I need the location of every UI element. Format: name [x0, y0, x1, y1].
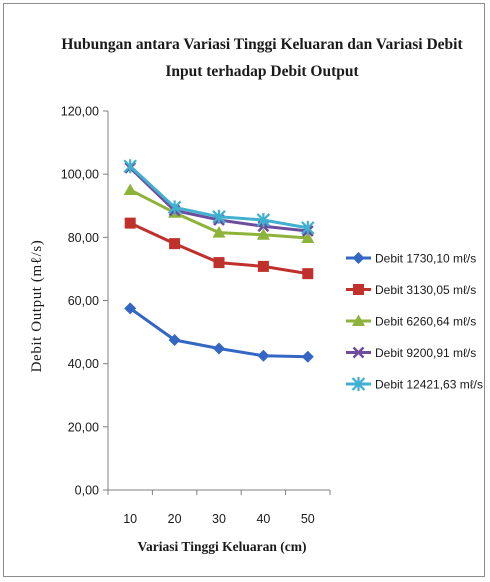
legend-marker: [352, 346, 365, 359]
legend-label: Debit 6260,64 mℓ/s: [375, 315, 476, 329]
y-tick-label: 40,00: [68, 357, 99, 371]
y-tick-label: 80,00: [68, 231, 99, 245]
legend-item: Debit 3130,05 mℓ/s: [346, 283, 476, 297]
chart-title-line-1: Hubungan antara Variasi Tinggi Keluaran …: [61, 36, 463, 53]
x-axis-title: Variasi Tinggi Keluaran (cm): [138, 539, 307, 554]
legend-label: Debit 12421,63 mℓ/s: [375, 378, 483, 392]
series-2: [124, 217, 314, 280]
legend-item: Debit 6260,64 mℓ/s: [346, 314, 476, 329]
data-point: [123, 183, 137, 195]
x-tick-label: 30: [212, 512, 226, 526]
data-point: [301, 350, 314, 363]
legend-marker: [351, 377, 366, 391]
data-point: [301, 220, 315, 235]
data-point: [167, 200, 182, 215]
y-tick-label: 60,00: [68, 294, 99, 308]
legend-marker: [353, 284, 364, 295]
chart-title-line-2: Input terhadap Debit Output: [165, 63, 359, 80]
x-tick-label: 20: [168, 512, 182, 526]
legend-marker: [352, 252, 365, 264]
y-axis-title: Debit Output (mℓ/s): [29, 240, 45, 373]
legend-item: Debit 9200,91 mℓ/s: [346, 346, 476, 360]
y-tick-label: 20,00: [68, 420, 99, 434]
y-tick-label: 120,00: [61, 105, 99, 119]
x-tick-label: 40: [256, 512, 270, 526]
y-tick-label: 100,00: [61, 168, 99, 182]
y-tick-label: 0,00: [75, 484, 99, 498]
series-1: [124, 302, 314, 363]
chart-frame: [3, 3, 485, 577]
legend-item: Debit 1730,10 mℓ/s: [346, 252, 476, 266]
data-point: [256, 212, 271, 227]
data-point: [301, 231, 315, 243]
data-point: [212, 226, 226, 238]
data-point: [124, 217, 136, 229]
data-point: [168, 333, 181, 346]
data-point: [257, 260, 269, 272]
legend-marker: [352, 314, 365, 326]
data-point: [213, 257, 225, 269]
data-point: [212, 209, 226, 224]
data-point: [256, 228, 270, 240]
data-point: [257, 349, 270, 362]
data-point: [213, 342, 225, 355]
data-point: [302, 268, 314, 280]
legend-label: Debit 9200,91 mℓ/s: [375, 346, 476, 360]
x-tick-label: 10: [123, 512, 137, 526]
x-tick-label: 50: [301, 512, 315, 526]
legend-item: Debit 12421,63 mℓ/s: [346, 377, 483, 392]
data-point: [124, 302, 137, 315]
legend-label: Debit 3130,05 mℓ/s: [375, 283, 476, 297]
data-point: [169, 238, 181, 250]
data-point: [123, 159, 137, 174]
series-5: [123, 159, 315, 235]
legend-label: Debit 1730,10 mℓ/s: [375, 252, 476, 266]
